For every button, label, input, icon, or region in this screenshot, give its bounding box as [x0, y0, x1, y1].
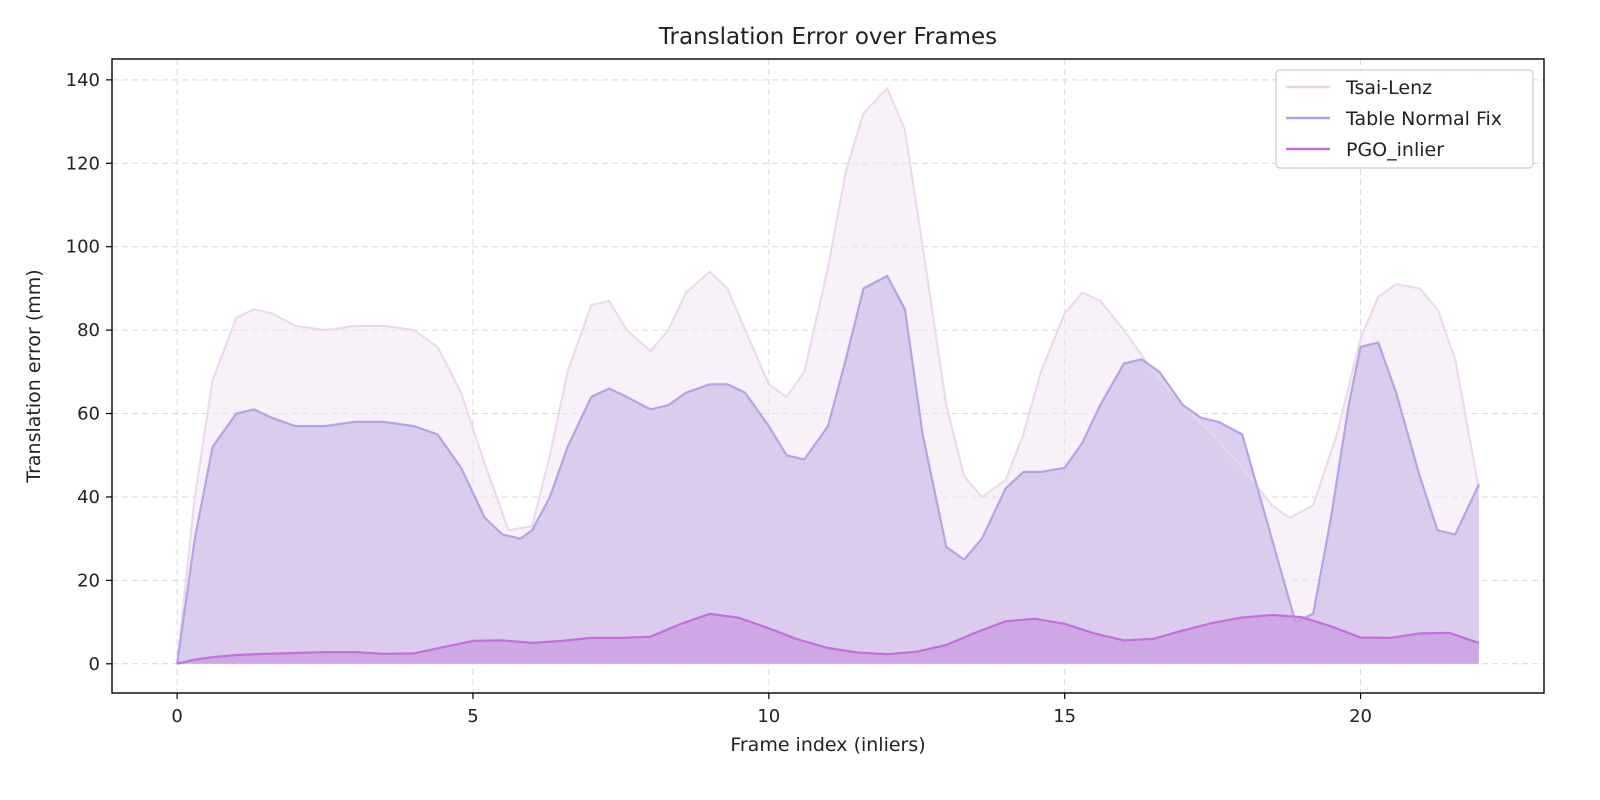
plot-frame	[111, 58, 1545, 694]
x-ticks: 0 5 10 15 20	[171, 693, 1372, 727]
legend-label: Tsai-Lenz	[1345, 77, 1432, 99]
line-tsai-lenz	[176, 87, 1480, 664]
series-lines	[176, 87, 1480, 665]
y-axis-label: Translation error (mm)	[23, 269, 45, 483]
y-tick-label: 40	[77, 487, 100, 508]
x-axis-label: Frame index (inliers)	[730, 734, 925, 756]
x-tick-label: 15	[1053, 706, 1076, 727]
chart-title: Translation Error over Frames	[658, 24, 997, 50]
x-tick-label: 10	[757, 706, 780, 727]
area-pgo-inlier	[177, 613, 1479, 664]
legend-box	[1275, 69, 1534, 169]
y-tick-label: 20	[77, 570, 100, 591]
legend-label: PGO_inlier	[1346, 139, 1444, 161]
x-tick-label: 20	[1349, 706, 1372, 727]
y-ticks: 0 20 40 60 80 100 120 140	[66, 70, 112, 675]
y-tick-label: 60	[77, 404, 100, 425]
y-tick-label: 100	[66, 237, 100, 258]
y-tick-label: 140	[66, 70, 100, 91]
line-pgo-inlier	[176, 612, 1480, 665]
x-tick-label: 0	[171, 706, 182, 727]
legend: Tsai-Lenz Table Normal Fix PGO_inlier	[1275, 69, 1534, 169]
line-table-normal-fix	[176, 274, 1480, 664]
x-tick-label: 5	[467, 706, 478, 727]
y-tick-label: 80	[77, 320, 100, 341]
y-tick-label: 120	[66, 153, 100, 174]
y-tick-label: 0	[89, 654, 100, 675]
legend-label: Table Normal Fix	[1345, 108, 1502, 130]
